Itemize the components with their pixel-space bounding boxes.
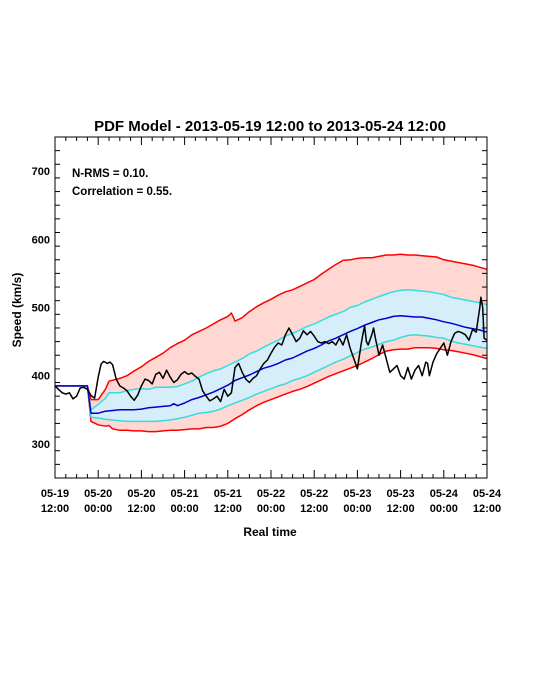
- y-tick-label: 500: [32, 303, 50, 315]
- inner-band-upper-line: [55, 289, 488, 411]
- inner-band-fill: [55, 289, 487, 422]
- x-tick-label-time: 12:00: [214, 503, 242, 515]
- series-lines: [54, 253, 488, 433]
- y-tick-label: 600: [32, 234, 50, 246]
- x-tick-label-date: 05-20: [127, 488, 155, 500]
- x-tick-label-time: 00:00: [257, 503, 285, 515]
- model-median-line: [55, 314, 488, 414]
- x-tick-label-date: 05-21: [214, 488, 242, 500]
- x-tick-label-date: 05-24: [473, 488, 502, 500]
- x-tick-label-time: 12:00: [300, 503, 328, 515]
- x-tick-label-date: 05-21: [171, 488, 199, 500]
- x-tick-label-time: 12:00: [473, 503, 501, 515]
- x-tick-label-date: 05-24: [430, 488, 459, 500]
- y-tick-label: 700: [32, 166, 50, 178]
- x-tick-label-time: 00:00: [171, 503, 199, 515]
- x-tick-label-date: 05-23: [343, 488, 371, 500]
- x-tick-label-date: 05-19: [41, 488, 69, 500]
- x-tick-label-time: 12:00: [41, 503, 69, 515]
- x-tick-label-time: 12:00: [387, 503, 415, 515]
- observed-speed-line: [54, 296, 488, 403]
- y-tick-label: 400: [32, 371, 50, 383]
- axes: 300 400 500 600 700 05-19 12:00 05-20 00:00 05-20…: [32, 136, 502, 515]
- y-tick-label: 300: [32, 439, 50, 451]
- nrms-annotation: N-RMS = 0.10.: [72, 168, 148, 180]
- chart-title: PDF Model - 2013-05-19 12:00 to 2013-05-…: [94, 118, 446, 135]
- x-tick-label-time: 00:00: [430, 503, 458, 515]
- outer-band-upper-line: [55, 253, 488, 401]
- x-tick-label-time: 00:00: [343, 503, 371, 515]
- x-tick-label-date: 05-23: [387, 488, 415, 500]
- inner-band-lower-line: [55, 334, 488, 423]
- x-tick-label-date: 05-22: [257, 488, 285, 500]
- x-tick-label-time: 12:00: [127, 503, 155, 515]
- outer-band-lower-line: [55, 346, 488, 433]
- x-tick-label-time: 00:00: [84, 503, 112, 515]
- x-tick-label-date: 05-22: [300, 488, 328, 500]
- y-axis-label: Speed (km/s): [10, 273, 24, 348]
- correlation-annotation: Correlation = 0.55.: [72, 186, 172, 198]
- x-tick-label-date: 05-20: [84, 488, 112, 500]
- x-axis-label: Real time: [243, 525, 297, 539]
